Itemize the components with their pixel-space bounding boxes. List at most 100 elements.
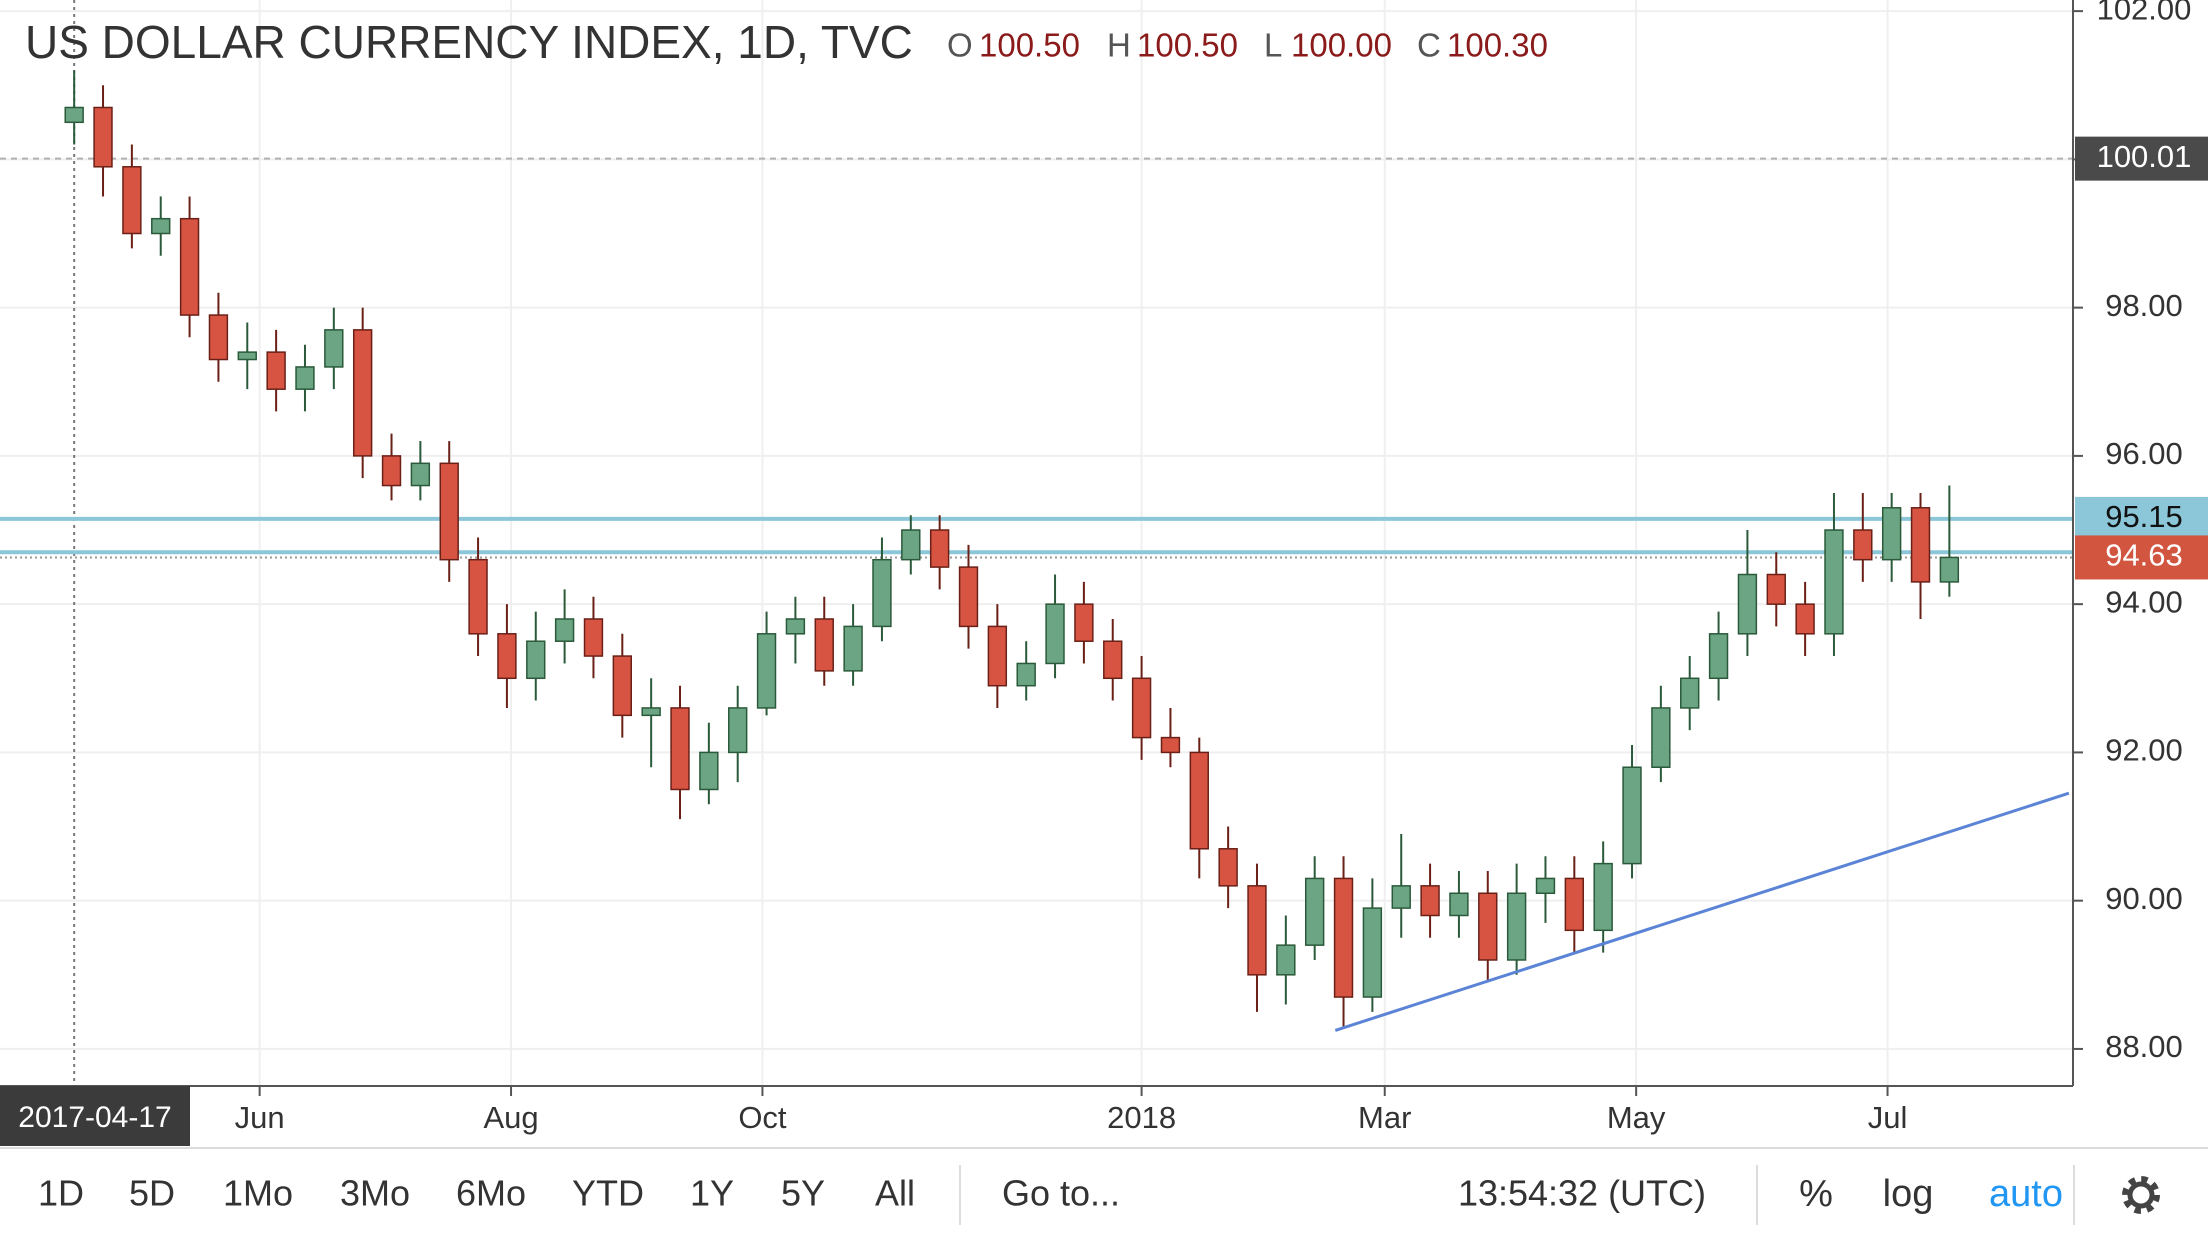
candle-body — [1680, 677, 1700, 709]
ohlc-label: C — [1417, 27, 1441, 64]
candle-body — [1016, 662, 1036, 687]
candle-body — [1939, 556, 1960, 583]
candle-body — [670, 707, 690, 791]
candle-body — [1824, 529, 1844, 635]
chart-title: US DOLLAR CURRENCY INDEX, 1D, TVC — [25, 16, 913, 68]
price-label-box — [2075, 535, 2208, 580]
candle-body — [554, 618, 575, 642]
x-tick-label: Jul — [1868, 1100, 1908, 1135]
ohlc-label: H — [1107, 27, 1131, 64]
candle-body — [1881, 507, 1902, 561]
candle-body — [929, 529, 950, 568]
candle-body — [583, 618, 604, 657]
candle-body — [439, 462, 459, 561]
range-button[interactable]: 3Mo — [340, 1173, 410, 1214]
candle-body — [1276, 944, 1296, 976]
range-button[interactable]: YTD — [572, 1173, 644, 1214]
candle-body — [1766, 573, 1786, 605]
candle-body — [641, 707, 661, 717]
candle-body — [1535, 877, 1556, 895]
candle-body — [352, 329, 373, 457]
x-tick-label: Oct — [738, 1100, 787, 1135]
x-tick-label: 2018 — [1107, 1100, 1176, 1135]
candle-body — [1651, 707, 1671, 768]
range-button[interactable]: 6Mo — [456, 1173, 526, 1214]
candle-body — [1910, 507, 1931, 583]
candle-body — [1564, 877, 1585, 932]
price-label: 94.63 — [2105, 538, 2183, 573]
crosshair-label-box — [0, 1086, 190, 1146]
x-tick-label: Aug — [483, 1100, 538, 1135]
candle-body — [295, 366, 315, 390]
option-button[interactable]: auto — [1989, 1173, 2063, 1215]
candle-body — [208, 314, 229, 361]
candle-body — [1478, 892, 1498, 961]
option-button[interactable]: log — [1883, 1173, 1934, 1215]
candle-body — [1304, 877, 1325, 946]
y-tick-label: 94.00 — [2105, 584, 2183, 619]
ohlc-value: 100.50 — [1137, 27, 1238, 64]
candle-body — [756, 633, 777, 709]
ohlc-value: 100.00 — [1291, 27, 1392, 64]
candle-body — [151, 217, 171, 235]
range-button[interactable]: 5D — [129, 1173, 175, 1214]
candle-body — [1103, 640, 1123, 680]
candle-body — [1333, 877, 1354, 998]
range-button[interactable]: 5Y — [781, 1173, 825, 1214]
candle-body — [381, 455, 402, 487]
candle-body — [1853, 529, 1873, 561]
clock: 13:54:32 (UTC) — [1458, 1173, 1706, 1214]
candle-body — [785, 618, 806, 635]
candle-body — [843, 625, 863, 672]
price-label: 100.01 — [2097, 139, 2192, 174]
candle-body — [814, 618, 834, 672]
x-tick-label: Mar — [1358, 1100, 1411, 1135]
y-tick-label: 96.00 — [2105, 436, 2183, 471]
candle-body — [324, 329, 344, 368]
y-tick-label: 92.00 — [2105, 733, 2183, 768]
ohlc-value: 100.30 — [1447, 27, 1548, 64]
y-tick-label: 90.00 — [2105, 881, 2183, 916]
goto-button[interactable]: Go to... — [1002, 1173, 1120, 1214]
candle-body — [1160, 736, 1181, 754]
candle-body — [1362, 907, 1383, 998]
range-button[interactable]: 1Mo — [223, 1173, 293, 1214]
candle-body — [1708, 633, 1729, 680]
candle-body — [872, 558, 892, 628]
candle-body — [93, 106, 113, 168]
option-button[interactable]: % — [1799, 1173, 1833, 1215]
candle-body — [179, 217, 200, 316]
y-tick-label: 88.00 — [2105, 1029, 2183, 1064]
trend-line — [1334, 791, 2070, 1032]
y-tick-label: 98.00 — [2105, 288, 2183, 323]
candle-body — [728, 707, 748, 754]
candle-body — [1795, 603, 1815, 635]
candle-body — [699, 751, 719, 791]
candle-body — [1506, 892, 1527, 961]
candle-body — [1593, 862, 1613, 932]
range-button[interactable]: All — [875, 1173, 915, 1214]
candle-body — [410, 462, 431, 487]
range-button[interactable]: 1Y — [690, 1173, 734, 1214]
candle-body — [1391, 885, 1411, 909]
candle-body — [64, 106, 84, 124]
candle-body — [468, 558, 488, 635]
settings-icon[interactable] — [2122, 1176, 2160, 1214]
candle-body — [958, 566, 979, 628]
candle-body — [612, 655, 633, 717]
range-button[interactable]: 1D — [38, 1173, 84, 1214]
candle-body — [237, 351, 257, 361]
candle-body — [1189, 751, 1209, 850]
x-tick-label: Jun — [235, 1100, 285, 1135]
y-tick-label: 102.00 — [2097, 0, 2192, 26]
candle-body — [497, 633, 517, 680]
candle-body — [1449, 892, 1469, 917]
gear-teeth — [2122, 1176, 2160, 1214]
candle-body — [1045, 603, 1065, 665]
ohlc-label: O — [947, 27, 973, 64]
candle-body — [1074, 603, 1094, 642]
candle-body — [901, 529, 921, 561]
